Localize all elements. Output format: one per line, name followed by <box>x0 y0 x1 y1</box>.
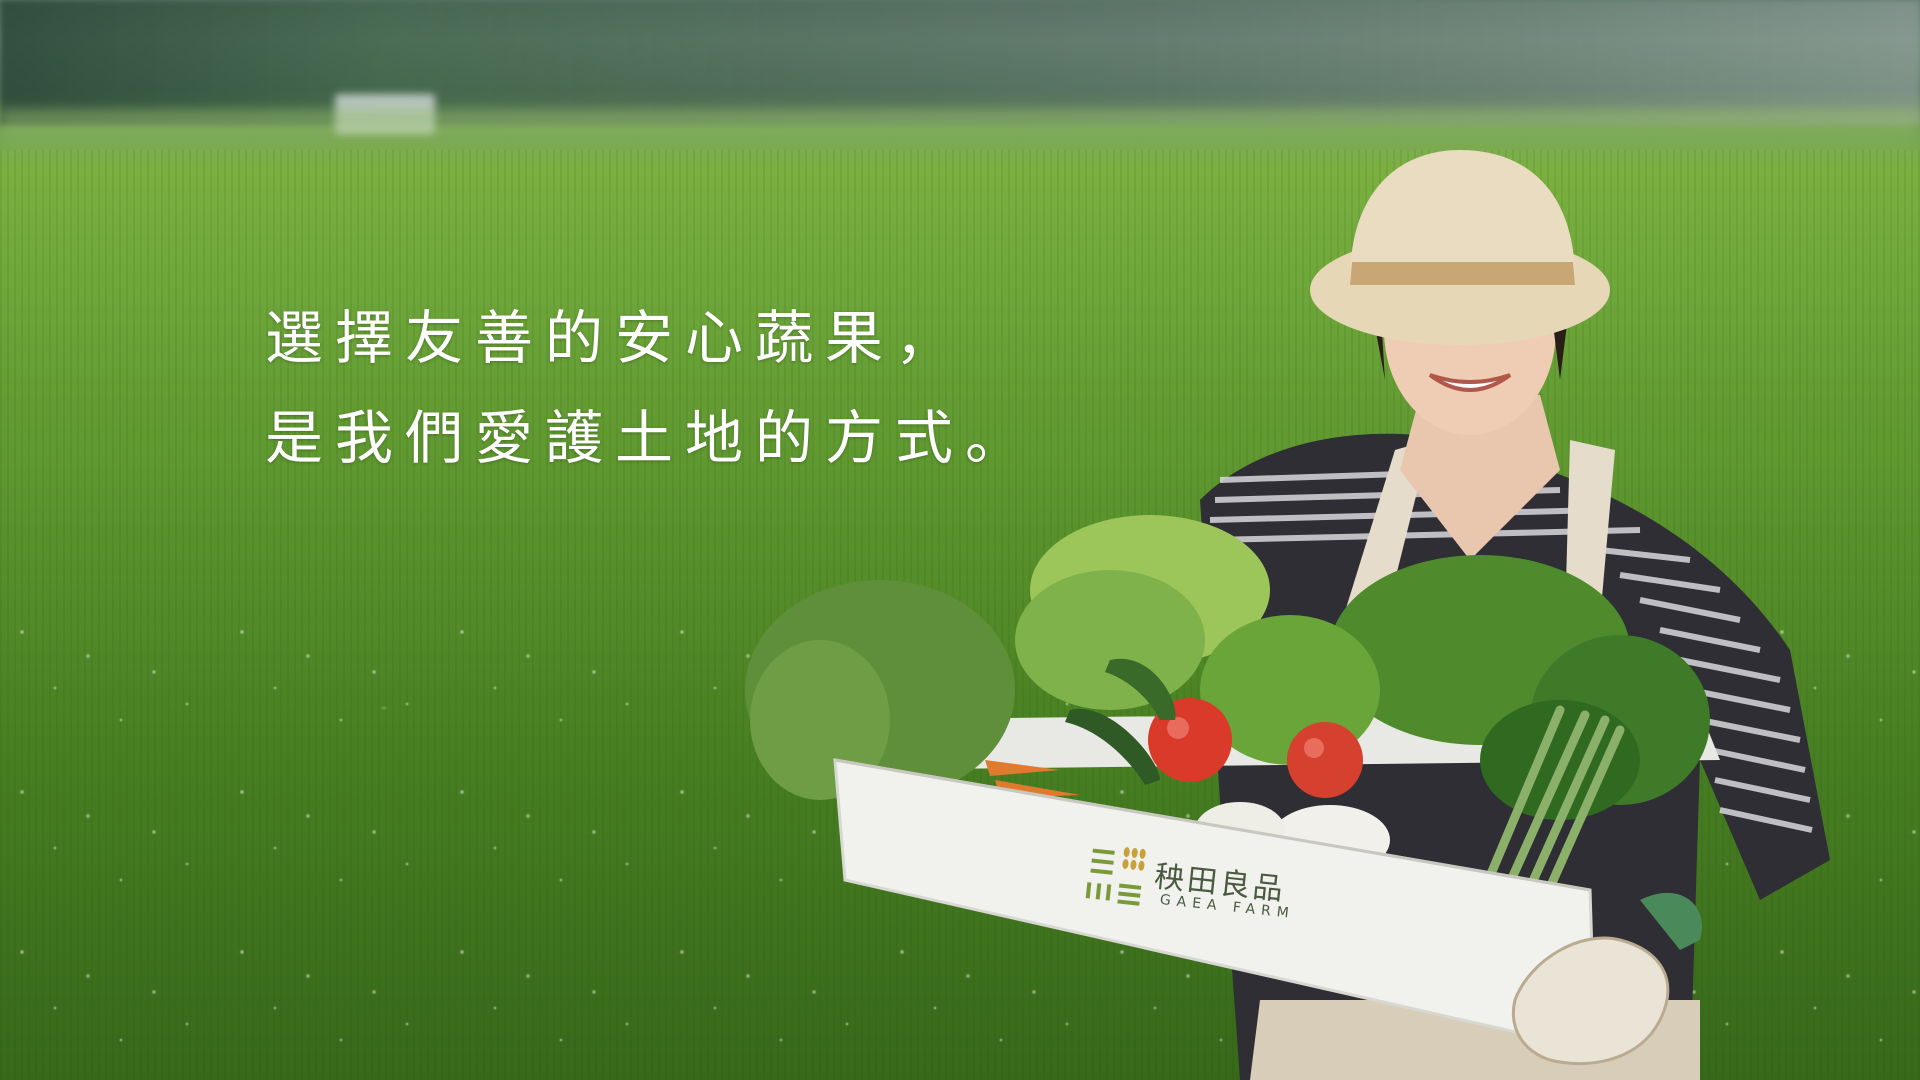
background-haze <box>0 110 1920 170</box>
hero-headline: 選擇友善的安心蔬果， 是我們愛護土地的方式。 <box>265 288 1035 488</box>
brand-logo: 秧田良品 GAEA FARM <box>1080 838 1295 938</box>
rice-field-logo-icon <box>1085 847 1146 906</box>
headline-line-2: 是我們愛護土地的方式。 <box>265 404 1036 472</box>
background-treeline <box>0 0 1920 125</box>
headline-line-1: 選擇友善的安心蔬果， <box>265 304 966 372</box>
